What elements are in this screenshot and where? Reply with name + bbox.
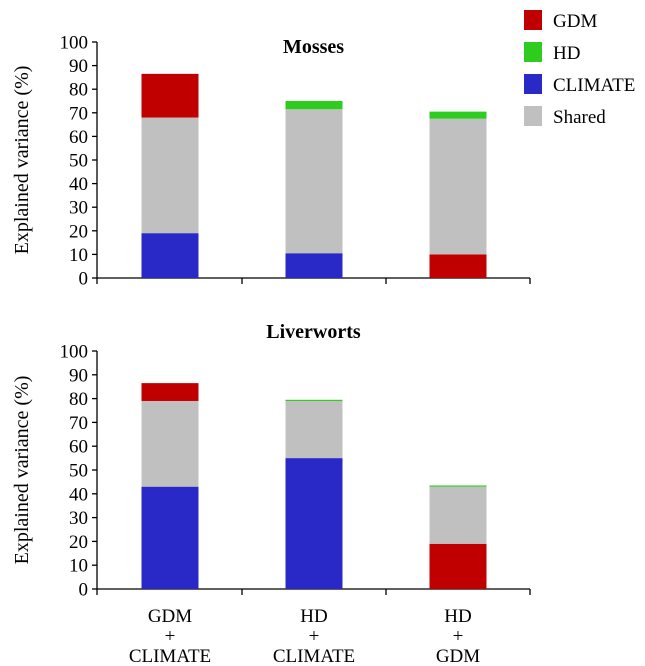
- panel-title: Liverworts: [266, 321, 361, 343]
- bar-segment-gdm: [429, 543, 487, 589]
- category-label: GDM: [148, 606, 192, 627]
- bar-segment-climate: [141, 486, 199, 589]
- legend-label-climate: CLIMATE: [553, 75, 635, 96]
- category-label: +: [453, 626, 464, 647]
- y-tick-label: 80: [69, 80, 88, 101]
- y-tick-label: 80: [69, 389, 88, 410]
- bar-segment-shared: [285, 109, 343, 254]
- bar-segment-hd: [285, 101, 343, 110]
- y-tick-label: 30: [69, 508, 88, 529]
- y-axis-label: Explained variance (%): [11, 66, 33, 255]
- bar-segment-climate: [285, 458, 343, 589]
- category-label: HD: [300, 606, 327, 627]
- y-tick-label: 10: [69, 556, 88, 577]
- legend-swatch-gdm: [524, 10, 542, 30]
- y-tick-label: 90: [69, 365, 88, 386]
- bar-segment-climate: [285, 253, 343, 278]
- category-label: CLIMATE: [273, 646, 355, 666]
- y-tick-label: 40: [69, 484, 88, 505]
- y-tick-label: 70: [69, 103, 88, 124]
- y-tick-label: 20: [69, 532, 88, 553]
- legend-swatch-shared: [524, 106, 542, 126]
- category-label: +: [309, 626, 320, 647]
- category-label: CLIMATE: [129, 646, 211, 666]
- category-label: GDM: [436, 646, 480, 666]
- bar-segment-shared: [429, 118, 487, 255]
- bar-segment-gdm: [141, 383, 199, 401]
- y-tick-label: 100: [60, 33, 89, 54]
- legend: GDM HD CLIMATE Shared: [524, 10, 635, 128]
- legend-swatch-hd: [524, 42, 542, 62]
- y-tick-label: 50: [69, 151, 88, 172]
- y-tick-label: 0: [79, 580, 89, 601]
- y-tick-label: 90: [69, 56, 88, 77]
- bar-segment-hd: [285, 399, 343, 401]
- bar-segment-gdm: [429, 254, 487, 278]
- y-tick-label: 100: [60, 342, 89, 363]
- y-tick-label: 60: [69, 437, 88, 458]
- y-tick-label: 40: [69, 174, 88, 195]
- bar-segment-shared: [285, 400, 343, 459]
- panel-2: Liverworts Explained variance (%) 0 10 20 30 4…: [11, 321, 531, 601]
- y-axis-label: Explained variance (%): [11, 376, 33, 565]
- legend-label-hd: HD: [553, 43, 580, 64]
- panel-title: Mosses: [283, 36, 344, 58]
- legend-swatch-climate: [524, 74, 542, 94]
- category-label: HD: [444, 606, 471, 627]
- bar-segment-climate: [141, 233, 199, 278]
- bar-segment-gdm: [141, 73, 199, 118]
- legend-label-shared: Shared: [553, 107, 606, 128]
- y-tick-label: 50: [69, 461, 88, 482]
- bar-segment-hd: [429, 111, 487, 119]
- y-tick-label: 20: [69, 221, 88, 242]
- category-label: +: [165, 626, 176, 647]
- y-tick-label: 0: [79, 269, 89, 290]
- bar-segment-shared: [429, 486, 487, 544]
- bar-segment-shared: [141, 117, 199, 234]
- y-tick-label: 60: [69, 127, 88, 148]
- y-tick-label: 30: [69, 198, 88, 219]
- y-tick-label: 70: [69, 413, 88, 434]
- bar-segment-hd: [429, 485, 487, 487]
- bar-segment-shared: [141, 400, 199, 487]
- legend-label-gdm: GDM: [553, 11, 597, 32]
- y-tick-label: 10: [69, 245, 88, 266]
